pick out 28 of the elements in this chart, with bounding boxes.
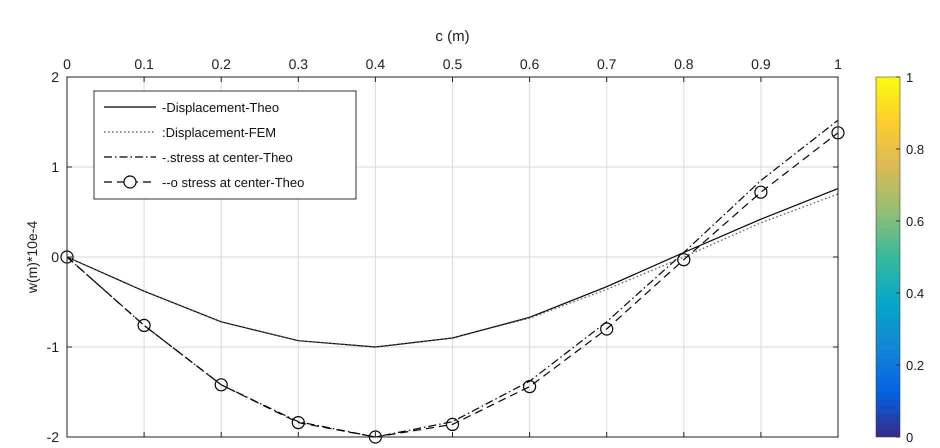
x-tick-label: 0.2	[211, 56, 232, 72]
x-tick-label: 0.9	[751, 56, 771, 72]
color-bar-label: 0.4	[906, 286, 924, 301]
y-axis-title: w(m)*10e-4	[24, 220, 40, 294]
y-tick-label: -1	[46, 339, 60, 355]
legend-label: -Displacement-Theo	[162, 100, 280, 115]
color-bar-label: 0.2	[906, 358, 924, 373]
legend-label: --o stress at center-Theo	[162, 175, 304, 190]
color-bar-label: 0.8	[906, 142, 924, 157]
legend-label: :Displacement-FEM	[162, 125, 276, 140]
y-tick-label: -2	[46, 429, 60, 445]
x-tick-label: 0.5	[442, 56, 462, 72]
x-tick-label: 0.8	[674, 56, 694, 72]
y-tick-label: 1	[51, 159, 60, 175]
x-tick-label: 0.3	[288, 56, 308, 72]
x-tick-label: 1	[834, 56, 842, 72]
x-axis-title: c (m)	[435, 28, 470, 45]
x-tick-label: 0.1	[134, 56, 154, 72]
x-tick-label: 0.6	[520, 56, 540, 72]
color-bar-label: 0.6	[906, 214, 924, 229]
x-tick-label: 0	[63, 56, 72, 72]
y-tick-label: 0	[51, 249, 60, 265]
color-bar-label: 1	[906, 70, 914, 85]
y-tick-label: 2	[51, 69, 60, 85]
color-bar-label: 0	[906, 430, 914, 445]
legend-label: -.stress at center-Theo	[162, 150, 293, 165]
x-tick-label: 0.4	[366, 56, 386, 72]
x-tick-label: 0.7	[596, 56, 617, 72]
